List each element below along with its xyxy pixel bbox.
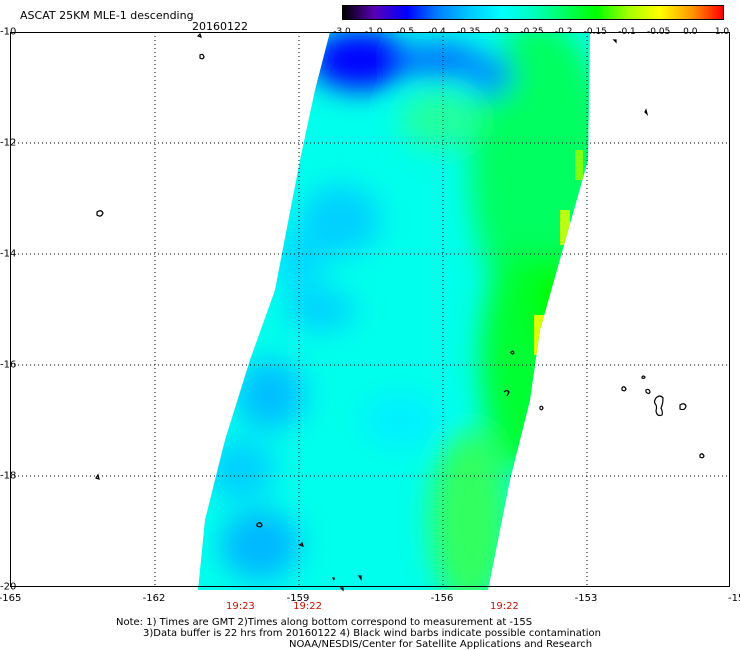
longitude-label: -165 [0,593,22,604]
swath-time-label: 19:22 [489,601,519,612]
note-line-2: 3)Data buffer is 22 hrs from 20160122 4)… [143,628,601,639]
map-frame [10,32,730,587]
longitude-label: -153 [574,593,598,604]
graticule [10,32,730,587]
note-line-3: NOAA/NESDIS/Center for Satellite Applica… [289,639,593,650]
longitude-label: -150 [728,593,740,604]
longitude-label: -159 [286,593,310,604]
longitude-label: -162 [142,593,166,604]
latitude-label: -14 [0,248,17,260]
colorbar [342,5,724,20]
product-date: 20160122 [192,20,248,33]
longitude-label: -156 [430,593,454,604]
latitude-label: -12 [0,137,17,149]
note-line-1: Note: 1) Times are GMT 2)Times along bot… [116,617,533,628]
latitude-label: -10 [0,26,17,38]
latitude-label: -16 [0,359,17,371]
latitude-label: -20 [0,581,17,593]
swath-time-label: 19:23 [225,601,255,612]
swath-time-label: 19:22 [293,601,323,612]
island-outlines [95,32,705,592]
product-title: ASCAT 25KM MLE-1 descending [20,9,194,22]
latitude-label: -18 [0,470,17,482]
